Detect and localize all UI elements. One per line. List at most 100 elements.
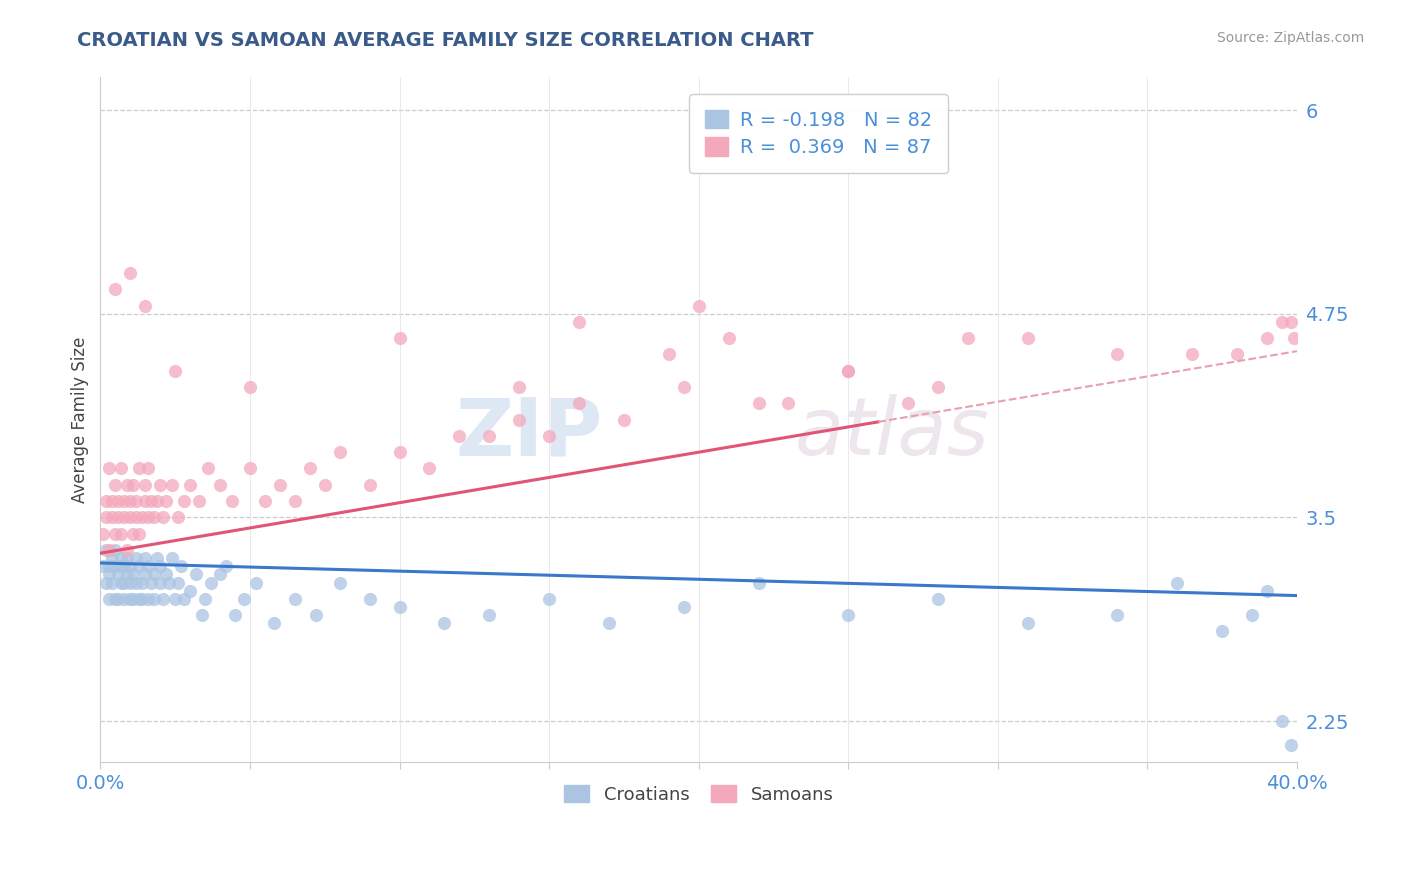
Point <box>1017 616 1039 631</box>
Point <box>122 591 145 606</box>
Point <box>253 494 276 508</box>
Point <box>388 599 411 614</box>
Point <box>449 429 471 443</box>
Point <box>120 494 142 508</box>
Point <box>927 380 949 394</box>
Point <box>96 575 118 590</box>
Point <box>125 575 148 590</box>
Point <box>104 477 127 491</box>
Point <box>747 396 769 410</box>
Point <box>122 526 145 541</box>
Point <box>96 543 118 558</box>
Point <box>112 559 135 574</box>
Point <box>120 559 142 574</box>
Point <box>104 559 127 574</box>
Point <box>1271 714 1294 728</box>
Point <box>110 559 132 574</box>
Point <box>173 494 195 508</box>
Text: Source: ZipAtlas.com: Source: ZipAtlas.com <box>1216 31 1364 45</box>
Point <box>136 591 159 606</box>
Legend: Croatians, Samoans: Croatians, Samoans <box>553 774 845 814</box>
Point <box>747 575 769 590</box>
Point <box>112 494 135 508</box>
Point <box>152 510 174 524</box>
Point <box>98 543 121 558</box>
Point <box>157 575 180 590</box>
Point <box>134 299 156 313</box>
Point <box>107 591 129 606</box>
Point <box>134 567 156 582</box>
Point <box>239 380 262 394</box>
Point <box>314 477 336 491</box>
Point <box>167 575 190 590</box>
Point <box>93 559 115 574</box>
Point <box>658 347 681 361</box>
Point <box>120 575 142 590</box>
Point <box>149 559 172 574</box>
Point <box>239 461 262 475</box>
Point <box>101 551 124 566</box>
Y-axis label: Average Family Size: Average Family Size <box>72 336 89 503</box>
Point <box>1282 331 1305 345</box>
Point <box>508 380 530 394</box>
Point <box>956 331 979 345</box>
Point <box>101 494 124 508</box>
Point <box>122 567 145 582</box>
Point <box>359 591 381 606</box>
Point <box>104 543 127 558</box>
Point <box>233 591 256 606</box>
Point <box>284 494 307 508</box>
Point <box>141 575 163 590</box>
Point <box>98 567 121 582</box>
Point <box>1181 347 1204 361</box>
Point <box>120 266 142 280</box>
Point <box>122 477 145 491</box>
Point <box>672 380 695 394</box>
Point <box>208 567 231 582</box>
Point <box>269 477 291 491</box>
Point <box>98 591 121 606</box>
Point <box>478 608 501 623</box>
Point <box>112 591 135 606</box>
Point <box>120 510 142 524</box>
Point <box>160 551 183 566</box>
Point <box>184 567 207 582</box>
Point <box>568 396 591 410</box>
Point <box>101 510 124 524</box>
Point <box>329 575 352 590</box>
Text: ZIP: ZIP <box>456 394 603 472</box>
Point <box>613 412 636 426</box>
Point <box>134 551 156 566</box>
Point <box>359 477 381 491</box>
Point <box>155 494 177 508</box>
Point <box>107 510 129 524</box>
Point <box>117 477 139 491</box>
Point <box>165 364 187 378</box>
Point <box>136 510 159 524</box>
Point <box>98 559 121 574</box>
Point <box>1256 583 1278 598</box>
Point <box>136 461 159 475</box>
Point <box>179 583 201 598</box>
Point <box>104 526 127 541</box>
Point <box>167 510 190 524</box>
Point <box>897 396 920 410</box>
Point <box>1226 347 1249 361</box>
Point <box>155 567 177 582</box>
Point <box>96 494 118 508</box>
Point <box>837 608 859 623</box>
Point <box>717 331 740 345</box>
Point <box>1256 331 1278 345</box>
Point <box>598 616 620 631</box>
Point <box>143 510 166 524</box>
Point <box>131 510 153 524</box>
Point <box>110 551 132 566</box>
Point <box>131 591 153 606</box>
Point <box>170 559 193 574</box>
Point <box>152 591 174 606</box>
Point <box>117 567 139 582</box>
Point <box>284 591 307 606</box>
Point <box>927 591 949 606</box>
Text: atlas: atlas <box>794 394 990 472</box>
Point <box>298 461 321 475</box>
